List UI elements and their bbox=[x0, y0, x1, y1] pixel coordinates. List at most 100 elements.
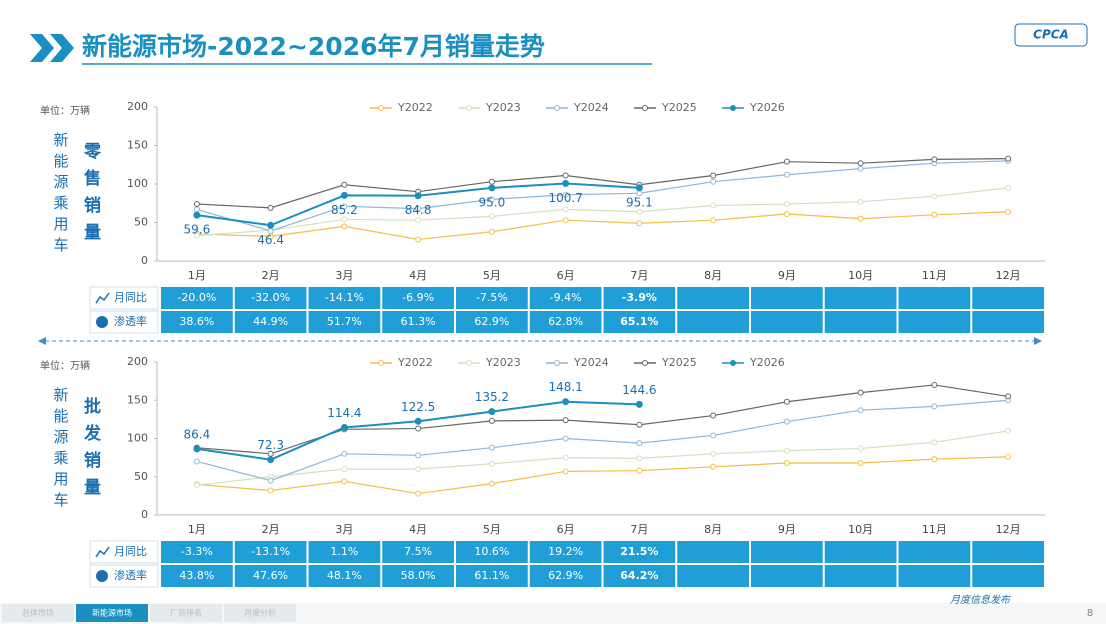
table-value: 61.1% bbox=[474, 569, 509, 582]
divider-arrow bbox=[38, 337, 46, 345]
table-value: 62.9% bbox=[474, 315, 509, 328]
y-tick-label: 150 bbox=[127, 393, 148, 406]
table-value: 38.6% bbox=[179, 315, 214, 328]
table-value: 1.1% bbox=[330, 545, 358, 558]
point bbox=[488, 196, 495, 203]
point bbox=[193, 458, 200, 465]
table-cell bbox=[382, 311, 454, 333]
point bbox=[562, 398, 570, 406]
x-tick-label: 1月 bbox=[188, 523, 206, 536]
table-value: 48.1% bbox=[327, 569, 362, 582]
point bbox=[1005, 184, 1012, 191]
x-tick-label: 4月 bbox=[409, 269, 427, 282]
table-value: 44.9% bbox=[253, 315, 288, 328]
table-cell bbox=[898, 565, 971, 587]
table-cell bbox=[824, 311, 897, 333]
point bbox=[783, 447, 790, 454]
point bbox=[783, 459, 790, 466]
table-cell bbox=[751, 287, 823, 309]
footer-tab bbox=[150, 604, 222, 622]
logo: CPCA bbox=[1033, 28, 1069, 42]
table-cell bbox=[456, 565, 528, 587]
point bbox=[193, 201, 200, 208]
row-label: 渗透率 bbox=[114, 314, 147, 328]
point bbox=[488, 408, 496, 416]
x-tick-label: 8月 bbox=[704, 269, 722, 282]
table-cell bbox=[308, 311, 381, 333]
x-tick-label: 10月 bbox=[848, 269, 873, 282]
slide-title: 新能源市场-2022~2026年7月销量走势 bbox=[82, 32, 545, 61]
point bbox=[636, 208, 643, 215]
legend-marker bbox=[466, 105, 472, 111]
point bbox=[193, 482, 200, 489]
x-tick-label: 11月 bbox=[922, 523, 947, 536]
table-value: 19.2% bbox=[548, 545, 583, 558]
legend-marker bbox=[378, 360, 384, 366]
x-tick-label: 2月 bbox=[262, 269, 280, 282]
x-tick-label: 3月 bbox=[335, 269, 353, 282]
x-tick-label: 12月 bbox=[996, 269, 1021, 282]
table-cell bbox=[161, 311, 233, 333]
legend-label: Y2023 bbox=[485, 101, 521, 114]
point bbox=[193, 206, 200, 213]
point bbox=[267, 204, 274, 211]
x-tick-label: 3月 bbox=[335, 523, 353, 536]
point bbox=[1005, 393, 1012, 400]
footer-tab-label: 厂商排名 bbox=[170, 608, 202, 618]
point bbox=[1005, 427, 1012, 434]
table-cell bbox=[308, 541, 381, 563]
data-label: 95.0 bbox=[479, 195, 506, 209]
page-number: 8 bbox=[1087, 608, 1093, 619]
table-value: -13.1% bbox=[251, 545, 290, 558]
point bbox=[340, 423, 348, 431]
table-cell bbox=[234, 565, 307, 587]
footer-tab-label: 总体市场 bbox=[22, 608, 54, 618]
table-cell bbox=[308, 287, 381, 309]
point bbox=[857, 198, 864, 205]
legend-label: Y2022 bbox=[397, 356, 433, 369]
table-value: 62.9% bbox=[548, 569, 583, 582]
point bbox=[710, 450, 717, 457]
table-value: 64.2% bbox=[620, 569, 658, 582]
point bbox=[488, 460, 495, 467]
point bbox=[636, 440, 643, 447]
point bbox=[710, 432, 717, 439]
series-line bbox=[196, 211, 1009, 241]
point bbox=[931, 439, 938, 446]
y-tick-label: 100 bbox=[127, 177, 148, 190]
row-icon bbox=[96, 316, 108, 328]
table-cell bbox=[677, 311, 749, 333]
legend-label: Y2022 bbox=[397, 101, 433, 114]
table-value: -14.1% bbox=[325, 291, 364, 304]
data-label: 85.2 bbox=[331, 203, 358, 217]
point bbox=[340, 191, 348, 199]
title-icon bbox=[30, 34, 74, 62]
x-tick-label: 6月 bbox=[557, 269, 575, 282]
table-value: -6.9% bbox=[402, 291, 434, 304]
row-label-cell bbox=[89, 564, 159, 588]
point bbox=[1005, 453, 1012, 460]
data-label: 59.6 bbox=[184, 223, 211, 237]
point bbox=[415, 466, 422, 473]
point bbox=[931, 456, 938, 463]
x-tick-label: 2月 bbox=[262, 523, 280, 536]
table-value: 43.8% bbox=[179, 569, 214, 582]
point bbox=[562, 172, 569, 179]
point bbox=[488, 417, 495, 424]
point bbox=[488, 184, 496, 192]
table-value: -3.9% bbox=[622, 291, 657, 304]
legend-marker bbox=[730, 360, 736, 366]
series-line bbox=[196, 160, 1009, 232]
point bbox=[562, 435, 569, 442]
table-value: -20.0% bbox=[177, 291, 216, 304]
point bbox=[783, 418, 790, 425]
point bbox=[193, 445, 201, 453]
table-value: 21.5% bbox=[620, 545, 658, 558]
row-label: 月同比 bbox=[114, 545, 147, 558]
y-tick-label: 0 bbox=[141, 254, 148, 267]
point bbox=[857, 407, 864, 414]
data-label: 46.4 bbox=[257, 233, 284, 247]
chart-title: 批发销量 bbox=[80, 396, 102, 505]
x-tick-label: 8月 bbox=[704, 523, 722, 536]
point bbox=[415, 425, 422, 432]
